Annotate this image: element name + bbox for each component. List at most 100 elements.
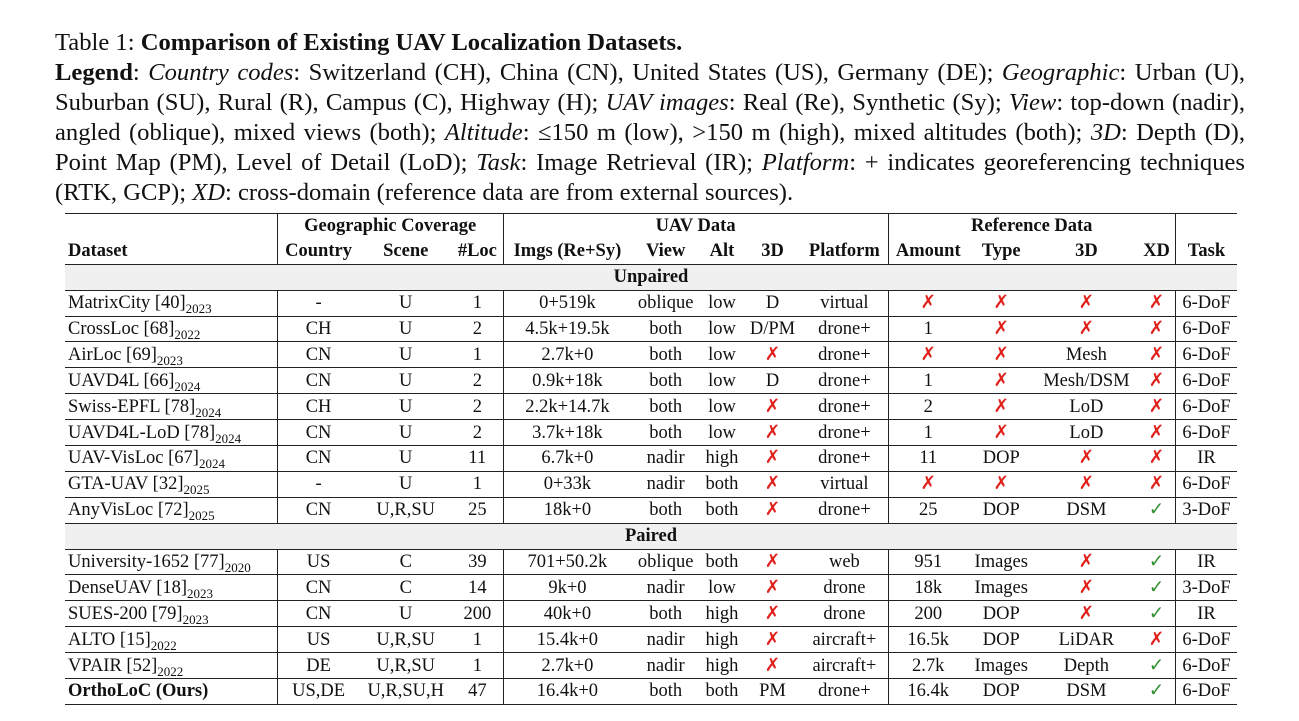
section: Paired University-1652 [77]2020 US C 39 701+5… [65, 523, 1237, 705]
table-cell: 11 [888, 445, 968, 472]
dataset-year: 2024 [174, 378, 201, 394]
table-cell: drone [801, 600, 889, 628]
legend-text: : ≤150 m (low), >150 m (high), mixed alt… [522, 119, 1083, 146]
table-cell: drone+ [801, 419, 889, 447]
table-cell: ✗ [743, 652, 802, 680]
table-cell: ✓ [1138, 600, 1176, 628]
table-cell: 2.7k+0 [503, 652, 632, 680]
table-cell: DOP [967, 445, 1035, 472]
table-cell: 6-DoF [1175, 316, 1237, 343]
table-cell: LiDAR [1034, 626, 1139, 654]
table-cell: CN [277, 367, 360, 395]
column-header: #Loc [452, 238, 504, 265]
table-cell: 25 [888, 497, 968, 524]
table-cell: U,R,SU [359, 652, 453, 680]
section-row: Paired [65, 523, 1237, 550]
table-cell: 1 [888, 316, 968, 343]
table-cell: 1 [888, 367, 968, 395]
table-cell: ✗ [743, 341, 802, 369]
section-title: Paired [65, 523, 1237, 550]
section-row: Unpaired [65, 264, 1237, 291]
dataset-cell: ALTO [15]2022 [65, 626, 278, 654]
empty-header [65, 212, 278, 239]
table-cell: ✗ [1138, 367, 1176, 395]
table-cell: 47 [452, 678, 504, 705]
legend-term: Task [476, 149, 521, 176]
table-cell: ✓ [1138, 574, 1176, 602]
table-cell: high [700, 626, 744, 654]
dataset-cell: DenseUAV [18]2023 [65, 574, 278, 602]
table-cell: nadir [631, 471, 701, 498]
dataset-year: 2022 [174, 327, 201, 342]
table-cell: 1 [452, 290, 504, 317]
table-cell: ✗ [1138, 445, 1176, 472]
table-cell: drone+ [801, 316, 889, 343]
table-cell: ✗ [1138, 393, 1176, 421]
table-cell: ✗ [1138, 471, 1176, 498]
table-cell: nadir [631, 445, 701, 472]
table-cell: 2 [452, 393, 504, 421]
dataset-name: DenseUAV [18] [68, 577, 188, 598]
dataset-cell: SUES-200 [79]2023 [65, 600, 278, 628]
table-cell: 1 [452, 341, 504, 369]
table-cell: US [277, 626, 360, 654]
table-cell: Depth [1034, 652, 1139, 680]
table-cell: 6.7k+0 [503, 445, 632, 472]
legend-term: Geographic [1001, 59, 1120, 86]
table-cell: DSM [1034, 497, 1139, 524]
dataset-cell: UAVD4L [66]2024 [65, 367, 278, 395]
table-cell: 200 [452, 600, 504, 628]
dataset-cell: VPAIR [52]2022 [65, 652, 278, 680]
table-cell: 15.4k+0 [503, 626, 632, 654]
table-cell: 0.9k+18k [503, 367, 632, 395]
table-cell: both [631, 600, 701, 628]
table-cell: D/PM [743, 316, 802, 343]
table-cell: 16.4k+0 [503, 678, 632, 705]
group-header: Reference Data [888, 212, 1176, 239]
table-cell: ✗ [1034, 316, 1139, 343]
table-cell: CN [277, 497, 360, 524]
table-cell: 6-DoF [1175, 341, 1237, 369]
legend-term: UAV images [605, 89, 729, 116]
table-cell: CN [277, 341, 360, 369]
dataset-name: CrossLoc [68] [68, 319, 175, 339]
table-cell: 39 [452, 549, 504, 576]
caption-label: Table 1: [55, 29, 135, 56]
dataset-name: UAV-VisLoc [67] [68, 448, 199, 469]
dataset-cell: MatrixCity [40]2023 [65, 290, 278, 317]
dataset-name: MatrixCity [40] [68, 293, 186, 314]
table-cell: U [359, 316, 453, 343]
table-cell: ✗ [888, 290, 968, 317]
table-cell: ✗ [888, 471, 968, 498]
column-header: Task [1175, 238, 1237, 265]
dataset-name: SUES-200 [79] [68, 603, 183, 624]
dataset-cell: AirLoc [69]2023 [65, 341, 278, 369]
table-cell: CH [277, 316, 360, 343]
table-cell: both [700, 497, 744, 524]
table-cell: 11 [452, 445, 504, 472]
table-cell: IR [1175, 549, 1237, 576]
table-cell: CN [277, 574, 360, 602]
column-header: 3D [743, 238, 802, 265]
table-cell: DSM [1034, 678, 1139, 705]
table-cell: drone+ [801, 367, 889, 395]
table-cell: both [631, 367, 701, 395]
dataset-name: OrthoLoC (Ours) [68, 681, 209, 702]
table-cell: 2.7k [888, 652, 968, 680]
table-cell: 1 [452, 471, 504, 498]
dataset-year: 2025 [183, 482, 210, 498]
legend-text: : cross-domain (reference data are from … [225, 179, 794, 206]
table-cell: 1 [452, 626, 504, 654]
table-cell: low [700, 419, 744, 447]
table-cell: US,DE [277, 678, 360, 705]
table-cell: ✗ [967, 471, 1035, 498]
table-cell: aircraft+ [801, 626, 889, 654]
table-cell: IR [1175, 445, 1237, 472]
dataset-year: 2022 [157, 663, 184, 679]
table-cell: ✗ [743, 445, 802, 472]
table-cell: both [631, 341, 701, 369]
dataset-name: AnyVisLoc [72] [68, 500, 189, 521]
table-cell: both [631, 393, 701, 421]
